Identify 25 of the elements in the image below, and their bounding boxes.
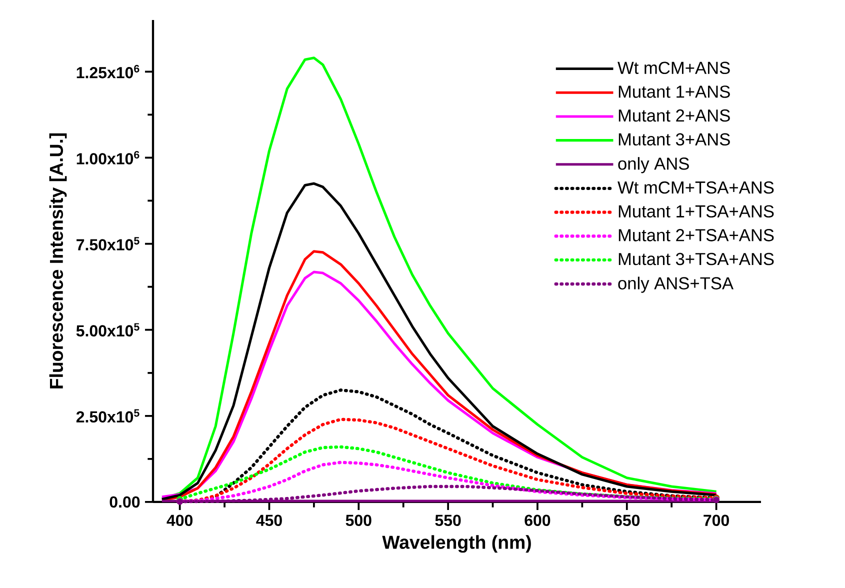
legend-label: Wt mCM+TSA+ANS <box>618 181 774 194</box>
legend-label: Mutant 2+TSA+ANS <box>618 229 774 242</box>
legend-label: Mutant 1+TSA+ANS <box>618 205 774 218</box>
y-tick-label: 2.50x10$^{5}$ <box>76 409 140 423</box>
x-tick-label: 450 <box>256 514 282 526</box>
x-tick-label: 550 <box>435 514 461 526</box>
y-tick-label: 1.25x10$^{6}$ <box>76 64 140 78</box>
x-tick-label: 600 <box>524 514 550 526</box>
y-tick-label: 7.50x10$^{5}$ <box>76 237 140 250</box>
legend-label: Mutant 2+ANS <box>618 109 730 122</box>
y-tick-label: 0.00 <box>110 496 140 508</box>
x-tick-label: 400 <box>166 514 193 526</box>
legend-label: Mutant 3+ANS <box>618 133 730 146</box>
y-axis-title: Fluorescence Intensity [A.U.] <box>49 133 67 388</box>
legend-label: Mutant 3+TSA+ANS <box>618 252 774 266</box>
legend-label: Wt mCM+ANS <box>618 62 730 74</box>
x-tick-label: 650 <box>614 514 640 526</box>
legend-label: only ANS+TSA <box>618 276 734 293</box>
legend-label: Mutant 1+ANS <box>618 86 730 98</box>
x-tick-label: 700 <box>704 514 729 526</box>
x-tick-label: 500 <box>346 514 372 526</box>
y-tick-label: 1.00x10$^{6}$ <box>76 151 140 164</box>
x-axis-title: Wavelength (nm) <box>382 535 531 553</box>
y-tick-label: 5.00x10$^{5}$ <box>76 323 140 336</box>
legend-label: only ANS <box>618 157 689 174</box>
